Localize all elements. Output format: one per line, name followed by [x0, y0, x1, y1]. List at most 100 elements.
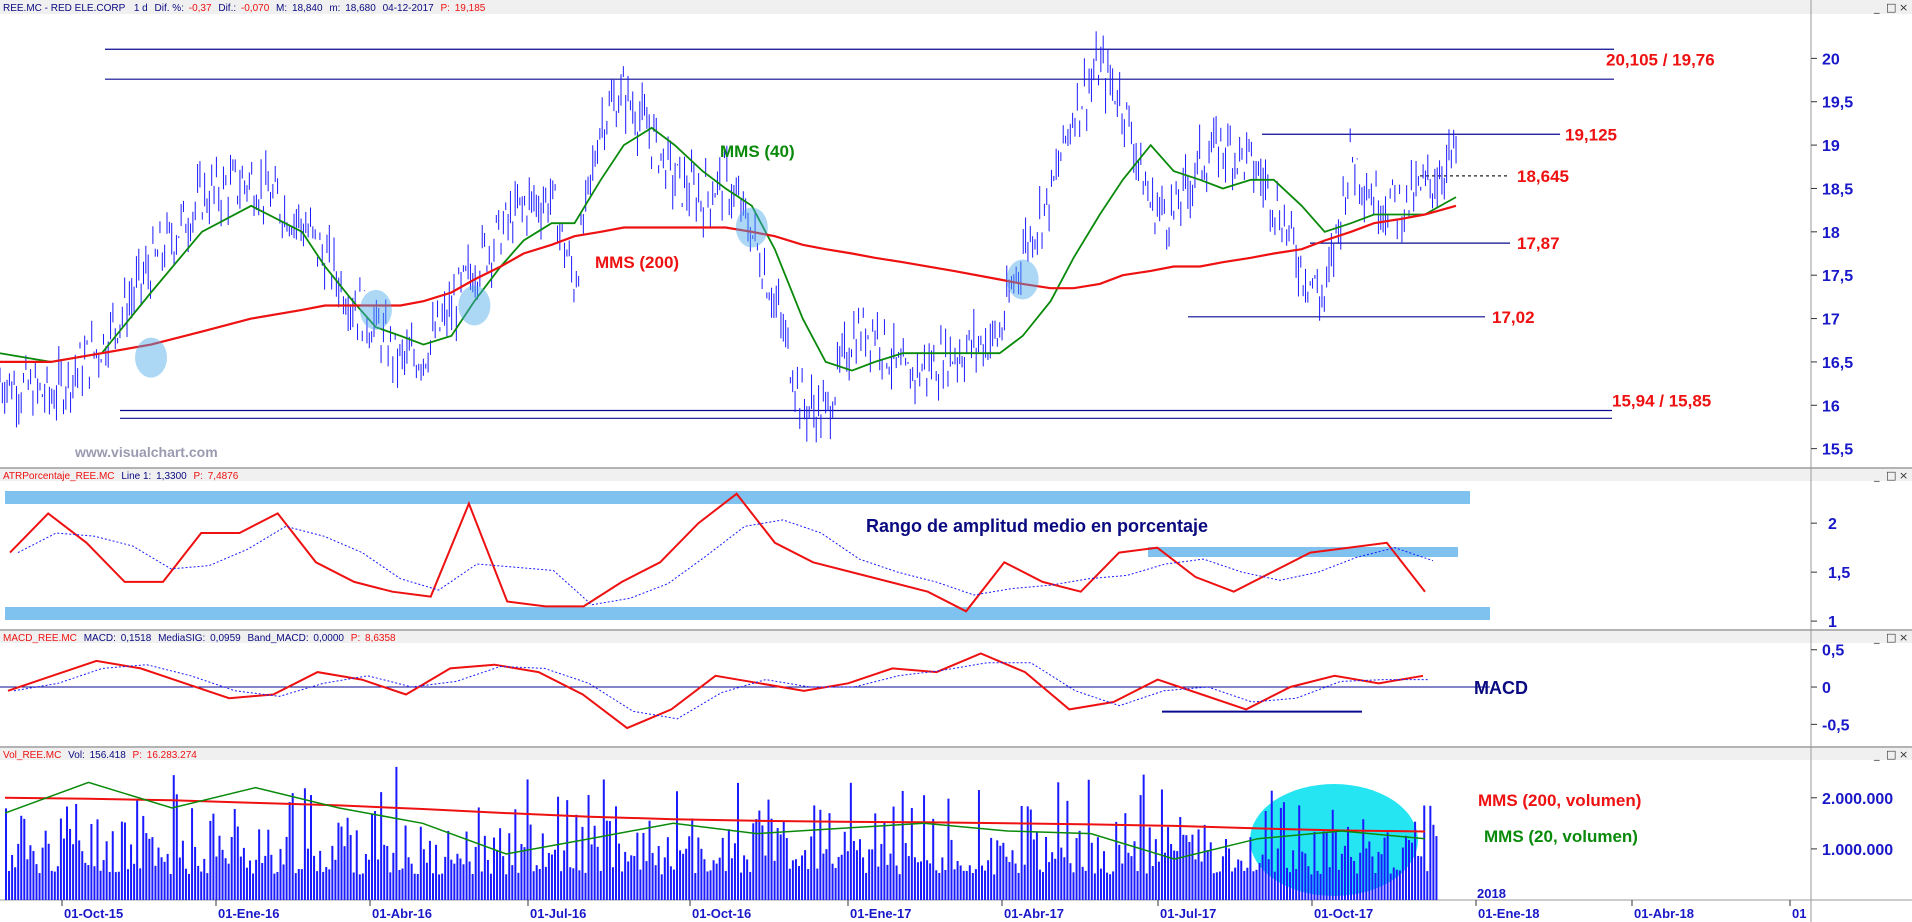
volume-bar	[297, 868, 300, 900]
volume-bar	[8, 870, 11, 900]
volume-bar	[715, 863, 718, 900]
volume-bar	[1084, 870, 1087, 900]
volume-bar	[224, 858, 227, 900]
volume-bar	[1273, 871, 1276, 900]
minimize-icon[interactable]: _	[1873, 631, 1880, 644]
volume-bar	[428, 840, 431, 900]
volume-bar	[794, 859, 797, 900]
volume-bar	[1087, 779, 1090, 900]
volume-bar	[929, 863, 932, 900]
atr-band-mid	[1148, 547, 1458, 557]
volume-bar	[1051, 852, 1054, 900]
volume-bar	[29, 845, 32, 900]
volume-bar	[331, 845, 334, 900]
volume-bar	[66, 806, 68, 900]
volume-bar	[1334, 830, 1337, 900]
volume-bar	[1298, 805, 1301, 900]
volume-bar	[142, 815, 145, 900]
volume-bar	[215, 856, 218, 900]
crossover-highlight	[135, 337, 168, 378]
maximize-icon[interactable]: □	[1886, 748, 1896, 761]
volume-bar	[1350, 856, 1353, 900]
date-axis-label: 01-Oct-16	[692, 906, 751, 921]
minimize-icon[interactable]: _	[1873, 1, 1880, 14]
macd-window-buttons[interactable]: _ □ ×	[1873, 631, 1908, 644]
volume-bar	[895, 865, 898, 900]
watermark: www.visualchart.com	[74, 444, 218, 460]
price-header: REE.MC - RED ELE.CORP 1 d Dif. %: -0,37 …	[3, 3, 486, 14]
volume-bar	[499, 828, 502, 900]
volume-bar	[706, 871, 709, 900]
minimize-icon[interactable]: _	[1873, 469, 1880, 482]
volume-bar	[1310, 874, 1313, 900]
volume-bar	[889, 853, 892, 900]
close-icon[interactable]: ×	[1899, 748, 1908, 761]
volume-bar	[910, 808, 913, 900]
volume-bar	[1133, 841, 1136, 900]
volume-bar	[157, 847, 160, 900]
maximize-icon[interactable]: □	[1886, 1, 1896, 14]
price-pane[interactable]	[0, 0, 1810, 467]
volume-bar	[1206, 850, 1209, 900]
volume-bar	[1139, 795, 1142, 900]
mms40-line	[0, 126, 1457, 372]
volume-bar	[520, 844, 523, 900]
volume-bar	[871, 849, 874, 900]
volume-bar	[834, 867, 837, 900]
volume-bar	[337, 822, 340, 900]
volume-bar	[981, 865, 983, 900]
volume-bar	[630, 855, 633, 900]
volume-bar	[1319, 873, 1322, 900]
price-window-buttons[interactable]: _ □ ×	[1873, 1, 1908, 14]
volume-bar	[1255, 869, 1258, 900]
volume-bar	[221, 849, 224, 900]
volume-bar	[1404, 835, 1407, 900]
volume-bar	[855, 850, 858, 900]
macd-pane[interactable]	[0, 631, 1810, 746]
level-label-last: 18,645	[1517, 167, 1569, 186]
maximize-icon[interactable]: □	[1886, 469, 1896, 482]
volume-bar	[1203, 824, 1206, 900]
volume-bar	[291, 793, 294, 900]
volume-bar	[239, 856, 242, 900]
volume-bar	[1258, 863, 1261, 900]
volume-bar	[249, 860, 251, 900]
atr-axis-label: 1	[1828, 614, 1837, 631]
volume-bar	[1109, 874, 1112, 900]
volume-bar	[1179, 816, 1182, 900]
volume-bar	[279, 848, 282, 900]
volume-bar	[657, 846, 660, 900]
vol-mms20-annotation: MMS (20, volumen)	[1484, 827, 1638, 846]
volume-bar	[935, 870, 938, 900]
volume-window-buttons[interactable]: _ □ ×	[1873, 748, 1908, 761]
maximize-icon[interactable]: □	[1886, 631, 1896, 644]
mms200-annotation: MMS (200)	[595, 253, 679, 272]
volume-bar	[816, 868, 819, 900]
volume-bar	[828, 813, 831, 900]
volume-bar	[53, 871, 56, 900]
volume-bar	[374, 811, 377, 900]
volume-bar	[395, 766, 398, 900]
volume-bar	[133, 863, 136, 900]
volume-bar	[724, 871, 727, 900]
volume-bar	[1380, 854, 1383, 900]
minimize-icon[interactable]: _	[1873, 748, 1880, 761]
volume-bar	[1099, 868, 1102, 900]
volume-bar	[1414, 821, 1417, 900]
volume-bar	[581, 826, 584, 900]
volume-bar	[511, 865, 514, 900]
price-axis-label: 17,5	[1822, 268, 1853, 285]
volume-bar	[236, 826, 239, 900]
close-icon[interactable]: ×	[1899, 1, 1908, 14]
volume-bar	[1417, 855, 1420, 900]
volume-bar	[938, 872, 941, 900]
volume-bar	[633, 855, 636, 900]
atr-axis-label: 2	[1828, 516, 1837, 533]
volume-bar	[730, 858, 733, 900]
atr-window-buttons[interactable]: _ □ ×	[1873, 469, 1908, 482]
close-icon[interactable]: ×	[1899, 631, 1908, 644]
volume-bar	[69, 828, 72, 900]
volume-bar	[1429, 805, 1432, 900]
volume-bar	[273, 873, 276, 900]
close-icon[interactable]: ×	[1899, 469, 1908, 482]
